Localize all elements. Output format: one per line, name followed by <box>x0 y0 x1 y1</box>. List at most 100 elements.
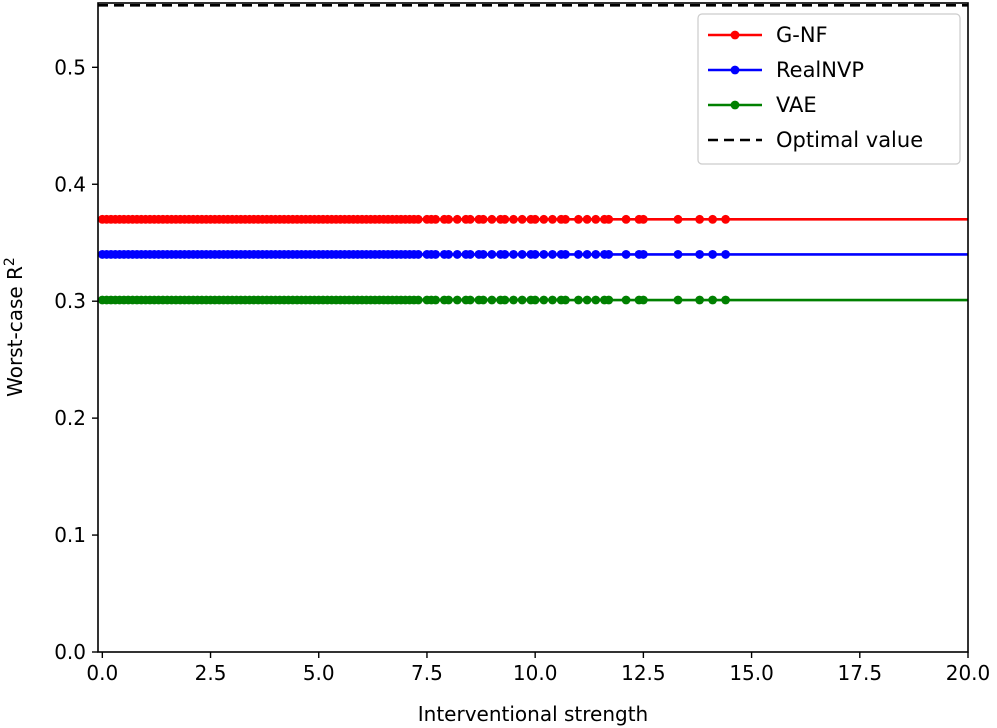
data-point-vae <box>444 295 453 305</box>
y-tick-label: 0.1 <box>54 523 86 547</box>
x-tick-label: 20.0 <box>946 661 991 685</box>
data-point-vae <box>721 295 731 305</box>
data-point-g-nf <box>638 214 648 224</box>
data-point-vae <box>487 295 497 305</box>
data-point-g-nf <box>574 214 583 224</box>
y-tick-label: 0.0 <box>54 640 86 664</box>
data-point-vae <box>673 295 683 305</box>
data-point-vae <box>621 295 631 305</box>
data-point-realnvp <box>604 250 614 259</box>
data-point-g-nf <box>487 214 497 224</box>
data-point-realnvp <box>673 250 683 259</box>
data-point-vae <box>591 295 601 305</box>
data-point-g-nf <box>561 214 570 224</box>
data-point-vae <box>500 295 510 305</box>
data-point-vae <box>530 295 540 305</box>
x-tick-label: 17.5 <box>838 661 883 685</box>
x-tick-label: 0.0 <box>86 661 118 685</box>
data-point-realnvp <box>452 250 462 259</box>
data-point-g-nf <box>431 214 441 224</box>
x-tick-label: 2.5 <box>195 661 227 685</box>
data-point-vae <box>539 295 549 305</box>
data-point-vae <box>638 295 648 305</box>
x-tick-label: 15.0 <box>729 661 774 685</box>
data-point-g-nf <box>591 214 601 224</box>
data-point-vae <box>561 295 570 305</box>
data-point-realnvp <box>487 250 497 259</box>
data-point-g-nf <box>509 214 518 224</box>
data-point-realnvp <box>621 250 631 259</box>
data-point-g-nf <box>452 214 462 224</box>
legend-marker-g-nf <box>730 30 740 40</box>
x-tick-label: 10.0 <box>513 661 558 685</box>
legend-label-vae: VAE <box>776 93 817 117</box>
series-layer <box>97 4 968 305</box>
data-point-vae <box>517 295 527 305</box>
data-point-g-nf <box>517 214 527 224</box>
data-point-g-nf <box>708 214 718 224</box>
data-point-g-nf <box>530 214 540 224</box>
data-point-realnvp <box>574 250 583 259</box>
data-point-realnvp <box>539 250 549 259</box>
data-point-realnvp <box>444 250 453 259</box>
data-point-vae <box>548 295 557 305</box>
data-point-g-nf <box>444 214 453 224</box>
data-point-g-nf <box>539 214 549 224</box>
x-tick-label: 5.0 <box>303 661 335 685</box>
y-tick-label: 0.5 <box>54 55 86 79</box>
x-tick-label: 12.5 <box>621 661 666 685</box>
data-point-realnvp <box>465 250 475 259</box>
x-tick-label: 7.5 <box>411 661 443 685</box>
y-axis-label: Worst-case R2 <box>2 257 27 397</box>
data-point-g-nf <box>621 214 631 224</box>
data-point-realnvp <box>509 250 518 259</box>
x-axis-label: Interventional strength <box>418 702 648 726</box>
data-point-vae <box>465 295 475 305</box>
data-point-realnvp <box>582 250 592 259</box>
legend-label-optimal-value: Optimal value <box>776 128 923 152</box>
x-axis-ticks: 0.0 2.5 5.0 7.5 10.0 12.5 15.0 17.5 20.0 <box>86 652 990 685</box>
data-point-g-nf <box>673 214 683 224</box>
data-point-g-nf <box>465 214 475 224</box>
data-point-g-nf <box>721 214 731 224</box>
data-point-g-nf <box>413 214 423 224</box>
data-point-realnvp <box>517 250 527 259</box>
y-tick-label: 0.4 <box>54 172 86 196</box>
data-point-realnvp <box>548 250 557 259</box>
data-point-realnvp <box>530 250 540 259</box>
data-point-vae <box>695 295 705 305</box>
data-point-vae <box>431 295 441 305</box>
data-point-realnvp <box>500 250 510 259</box>
data-point-realnvp <box>708 250 718 259</box>
legend: G-NF RealNVP VAE Optimal value <box>697 13 961 165</box>
y-axis-ticks: 0.0 0.1 0.2 0.3 0.4 0.5 <box>54 55 98 664</box>
data-point-g-nf <box>548 214 557 224</box>
legend-marker-realnvp <box>730 65 740 75</box>
data-point-realnvp <box>431 250 441 259</box>
data-point-vae <box>452 295 462 305</box>
legend-marker-vae <box>730 100 740 110</box>
y-axis-label-main: Worst-case R <box>3 266 27 397</box>
data-point-g-nf <box>695 214 705 224</box>
data-point-realnvp <box>638 250 648 259</box>
data-point-realnvp <box>721 250 731 259</box>
y-axis-label-superscript: 2 <box>2 257 18 266</box>
legend-label-g-nf: G-NF <box>776 23 828 47</box>
data-point-vae <box>413 295 423 305</box>
data-point-realnvp <box>413 250 423 259</box>
data-point-realnvp <box>591 250 601 259</box>
data-point-vae <box>478 295 488 305</box>
data-point-vae <box>708 295 718 305</box>
legend-box <box>697 13 961 165</box>
data-point-vae <box>582 295 592 305</box>
data-point-g-nf <box>604 214 614 224</box>
data-point-realnvp <box>695 250 705 259</box>
data-point-vae <box>604 295 614 305</box>
data-point-g-nf <box>582 214 592 224</box>
data-point-vae <box>574 295 583 305</box>
plot-frame <box>97 2 969 653</box>
data-point-realnvp <box>478 250 488 259</box>
y-tick-label: 0.3 <box>54 289 86 313</box>
data-point-g-nf <box>500 214 510 224</box>
